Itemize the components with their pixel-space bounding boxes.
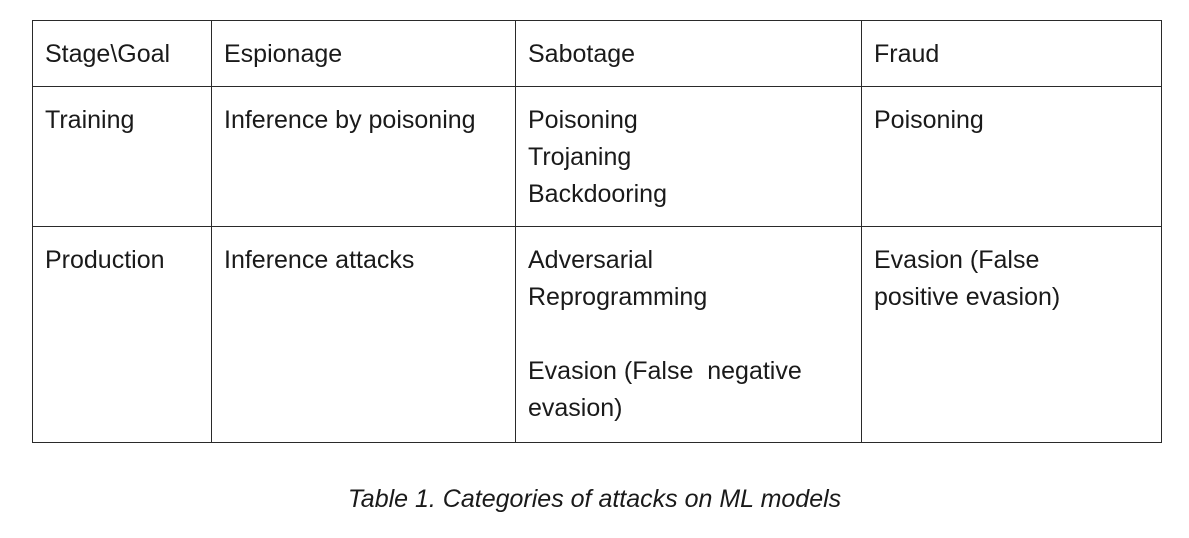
table-row-training: Training Inference by poisoning Poisonin… [32, 86, 1162, 227]
cell-line: positive evasion) [874, 283, 1061, 311]
attack-categories-table-wrapper: Stage\Goal Espionage Sabotage Fraud Trai… [32, 20, 1162, 443]
cell-line: Trojaning [528, 143, 632, 171]
table-row-production: Production Inference attacks Adversarial… [32, 226, 1162, 443]
cell-line: Evasion (False [874, 246, 1040, 274]
cell-line: Inference by poisoning [224, 106, 476, 134]
espionage-cell-training: Inference by poisoning [211, 86, 516, 227]
cell-line-spacer [528, 316, 849, 353]
stage-cell-training: Training [32, 86, 212, 227]
cell-line: Poisoning [874, 106, 984, 134]
fraud-cell-training: Poisoning [861, 86, 1162, 227]
cell-line: Evasion (False negative [528, 357, 802, 385]
header-cell-fraud: Fraud [861, 20, 1162, 87]
header-cell-sabotage: Sabotage [515, 20, 862, 87]
sabotage-cell-production: Adversarial Reprogramming Evasion (False… [515, 226, 862, 443]
attack-categories-table: Stage\Goal Espionage Sabotage Fraud Trai… [32, 20, 1162, 443]
header-cell-espionage: Espionage [211, 20, 516, 87]
stage-cell-production: Production [32, 226, 212, 443]
espionage-cell-production: Inference attacks [211, 226, 516, 443]
cell-line: Reprogramming [528, 283, 708, 311]
header-cell-stage-goal: Stage\Goal [32, 20, 212, 87]
cell-line: Inference attacks [224, 246, 415, 274]
cell-line: Poisoning [528, 106, 638, 134]
cell-line: Backdooring [528, 180, 667, 208]
sabotage-cell-training: Poisoning Trojaning Backdooring [515, 86, 862, 227]
cell-line: Adversarial [528, 246, 654, 274]
cell-line: evasion) [528, 394, 623, 422]
table-header-row: Stage\Goal Espionage Sabotage Fraud [32, 20, 1162, 87]
fraud-cell-production: Evasion (False positive evasion) [861, 226, 1162, 443]
table-caption: Table 1. Categories of attacks on ML mod… [347, 485, 842, 513]
